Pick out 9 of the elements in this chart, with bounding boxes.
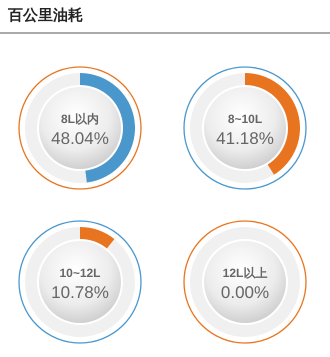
slice-label: 10~12L — [59, 266, 101, 280]
text: 0.00% — [220, 283, 270, 302]
slice-label: 8~10L — [228, 112, 262, 126]
category-label: 12L以上 — [222, 266, 268, 280]
slice-label: 8L以内 — [60, 112, 100, 126]
data-label: 10.78% — [51, 283, 109, 302]
data-label: 48.04% — [51, 129, 109, 148]
chart-title: 百公里油耗 — [7, 7, 83, 24]
data-label: 41.18% — [216, 129, 274, 148]
